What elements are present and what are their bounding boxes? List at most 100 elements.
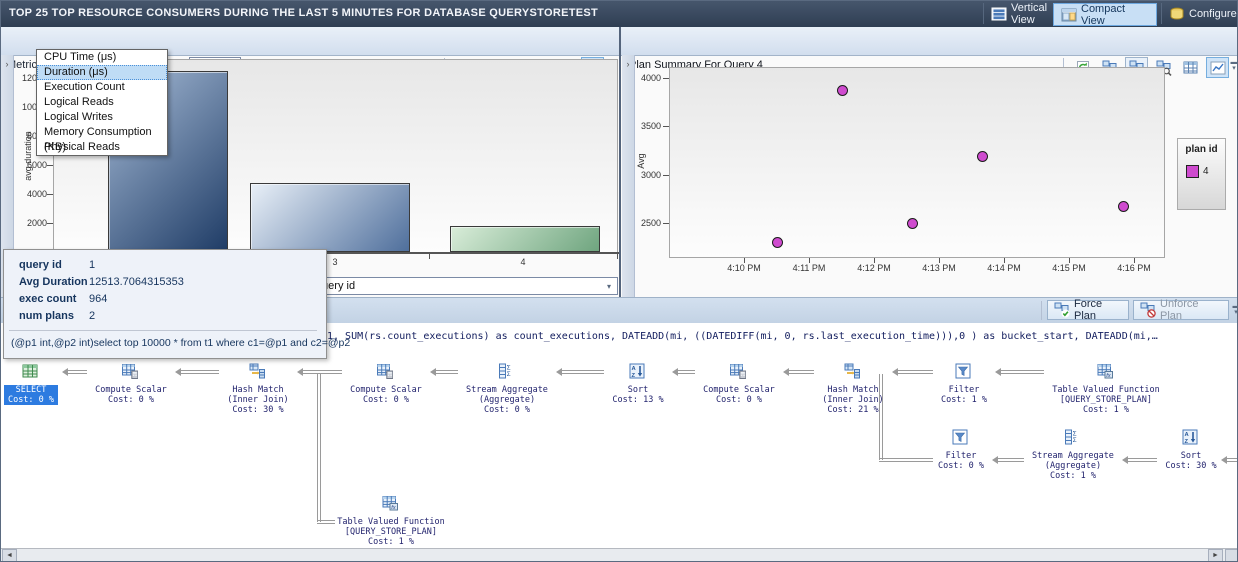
plan-node[interactable]: Compute Scalar Cost: 0 % [350, 385, 422, 405]
menu-item[interactable]: CPU Time (μs) [44, 51, 117, 63]
metric-dropdown-menu: CPU Time (μs) Duration (μs) Execution Coun… [36, 49, 168, 156]
scatter-point[interactable] [907, 218, 918, 229]
tooltip-label: exec count [19, 293, 77, 305]
plan-arrow [1226, 458, 1237, 462]
right-pane-collapse-strip[interactable]: › [622, 55, 635, 297]
compact-view-icon [1061, 7, 1077, 23]
pane-splitter[interactable] [619, 27, 621, 548]
x-axis-tick [1134, 258, 1135, 263]
legend-swatch [1186, 165, 1199, 178]
menu-item[interactable]: Logical Reads [44, 96, 114, 108]
vertical-view-button[interactable]: Vertical View [983, 2, 1064, 26]
menu-item[interactable]: Memory Consumption (KB) [44, 126, 152, 153]
unforce-plan-button[interactable]: Unforce Plan [1133, 298, 1229, 322]
x-axis-tick [809, 258, 810, 263]
x-axis-tick-label: 4:12 PM [857, 263, 891, 273]
tooltip-label: query id [19, 259, 62, 271]
compact-view-button[interactable]: Compact View [1053, 2, 1157, 27]
y-axis-tick [47, 194, 53, 195]
y-axis-tick-label: 2500 [640, 218, 661, 228]
plan-connector-horizontal [879, 458, 933, 462]
x-axis-tick-label: 4:11 PM [792, 263, 826, 273]
bar-query-3[interactable] [250, 183, 410, 252]
plan-node[interactable]: Compute Scalar Cost: 0 % [95, 385, 167, 405]
plan-arrow-head [296, 368, 303, 376]
plan-arrow-head [556, 368, 563, 376]
scroll-right-button[interactable]: ► [1208, 549, 1223, 561]
legend-entry-label: 4 [1203, 166, 1209, 177]
svg-text:Σ: Σ [1073, 437, 1077, 444]
y-axis-tick-label: 10000 [21, 102, 47, 112]
x-axis-tick-label: 4 [520, 257, 526, 267]
y-axis-tick-label: 12000 [21, 73, 47, 83]
chart-line-icon[interactable] [1206, 57, 1229, 78]
x-axis-tick [744, 258, 745, 263]
force-plan-label: Force Plan [1074, 298, 1103, 322]
grid-icon[interactable] [1179, 57, 1202, 78]
y-axis-tick [663, 126, 669, 127]
y-axis-tick [47, 223, 53, 224]
plan-node[interactable]: Filter Cost: 1 % [940, 385, 988, 405]
plan-arrow [1000, 370, 1044, 374]
plan-node[interactable]: Sort Cost: 13 % [612, 385, 664, 405]
vertical-view-icon [991, 6, 1007, 22]
configure-label: Configure [1189, 7, 1237, 20]
compact-view-label: Compact View [1081, 2, 1126, 27]
x-axis-tick [1004, 258, 1005, 263]
legend-entry[interactable]: 4 [1178, 155, 1225, 178]
y-axis-tick-label: 3500 [640, 121, 661, 131]
right-pane-toolbar: Plan Summary For Query 4 ▬ ▾ [621, 27, 1237, 78]
x-axis-line [53, 252, 619, 254]
plan-node[interactable]: Stream Aggregate (Aggregate) Cost: 1 % [1032, 451, 1114, 481]
filter-icon [955, 363, 971, 379]
tooltip-label: Avg Duration [19, 276, 88, 288]
plan-arrow [997, 458, 1024, 462]
scatter-point[interactable] [977, 151, 988, 162]
svg-text:A: A [1185, 432, 1190, 438]
bar-query-4[interactable] [450, 226, 600, 252]
menu-item[interactable]: Execution Count [44, 81, 125, 93]
page-title: TOP 25 TOP RESOURCE CONSUMERS DURING THE… [9, 7, 599, 19]
plan-node[interactable]: Filter Cost: 0 % [937, 451, 985, 471]
scrollbar-corner-grip[interactable] [1225, 549, 1237, 561]
plan-node[interactable]: Table Valued Function [QUERY_STORE_PLAN] C… [337, 517, 445, 547]
horizontal-scrollbar[interactable] [1, 548, 1237, 561]
plan-id-legend[interactable]: plan id 4 [1177, 138, 1226, 210]
plan-arrow [896, 370, 933, 374]
plan-node[interactable]: Hash Match (Inner Join) Cost: 21 % [822, 385, 884, 415]
left-pane-collapse-strip[interactable]: › [1, 55, 14, 297]
plan-node[interactable]: SELECT Cost: 0 % [3, 385, 59, 405]
x-axis-tick-label: 3 [332, 257, 338, 267]
force-plan-icon [1054, 302, 1070, 318]
y-axis-tick [663, 223, 669, 224]
plan-node[interactable]: Compute Scalar Cost: 0 % [703, 385, 775, 405]
execution-plan-canvas: SELECT Cost: 0 % Compute Scalar Cost: 0 % Ha… [1, 352, 1237, 548]
scatter-point[interactable] [772, 237, 783, 248]
plan-arrow [1127, 458, 1158, 462]
menu-item[interactable]: Logical Writes [44, 111, 113, 123]
plan-node[interactable]: Stream Aggregate (Aggregate) Cost: 0 % [466, 385, 548, 415]
menu-item[interactable]: Duration (μs) [37, 65, 167, 80]
y-axis-tick [663, 78, 669, 79]
table-valued-function-icon: fx [382, 495, 398, 511]
plan-arrow [561, 370, 605, 374]
scatter-point[interactable] [837, 85, 848, 96]
toolbar-overflow-button[interactable]: ▬▾ [1233, 303, 1238, 316]
scroll-left-button[interactable]: ◄ [2, 549, 17, 561]
scatter-point[interactable] [1118, 201, 1129, 212]
x-axis-tick-label: 4:14 PM [987, 263, 1021, 273]
toolbar-separator [1041, 301, 1042, 320]
force-plan-button[interactable]: Force Plan [1047, 298, 1129, 322]
legend-title: plan id [1185, 144, 1218, 155]
configure-button[interactable]: Configure [1161, 3, 1237, 24]
plan-node[interactable]: Table Valued Function [QUERY_STORE_PLAN] C… [1052, 385, 1160, 415]
plan-node[interactable]: Sort Cost: 30 % [1165, 451, 1217, 471]
select-result-icon [22, 363, 38, 379]
plan-arrow [180, 370, 220, 374]
plan-arrow-head [62, 368, 69, 376]
plan-node[interactable]: Hash Match (Inner Join) Cost: 30 % [227, 385, 289, 415]
plan-arrow-head [992, 456, 999, 464]
toolbar-overflow-button[interactable]: ▬▾ [1230, 59, 1238, 72]
menu-item[interactable]: Physical Reads [44, 141, 120, 153]
